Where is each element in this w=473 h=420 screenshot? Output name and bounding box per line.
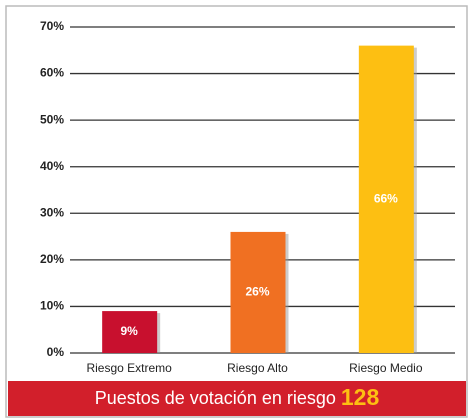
y-tick-label: 40%	[40, 159, 64, 173]
bar	[102, 311, 158, 353]
footer-text: Puestos de votación en riesgo	[95, 388, 336, 408]
y-tick-label: 60%	[40, 66, 64, 80]
bar	[358, 45, 414, 353]
y-tick-label: 50%	[40, 112, 64, 126]
value-label: 26%	[245, 285, 269, 299]
value-label: 66%	[374, 191, 398, 205]
x-tick-label: Riesgo Extremo	[86, 361, 172, 375]
footer-count: 128	[341, 384, 380, 410]
x-tick-label: Riesgo Medio	[349, 361, 423, 375]
y-tick-label: 30%	[40, 205, 64, 219]
y-tick-label: 10%	[40, 299, 64, 313]
x-tick-label: Riesgo Alto	[227, 361, 288, 375]
y-tick-label: 20%	[40, 252, 64, 266]
frame	[5, 5, 468, 418]
y-tick-label: 70%	[40, 19, 64, 33]
footer-banner	[8, 381, 466, 416]
value-label: 9%	[120, 324, 138, 338]
footer: Puestos de votación en riesgo 128	[95, 384, 380, 410]
bar	[230, 231, 286, 353]
y-tick-label: 0%	[47, 345, 65, 359]
